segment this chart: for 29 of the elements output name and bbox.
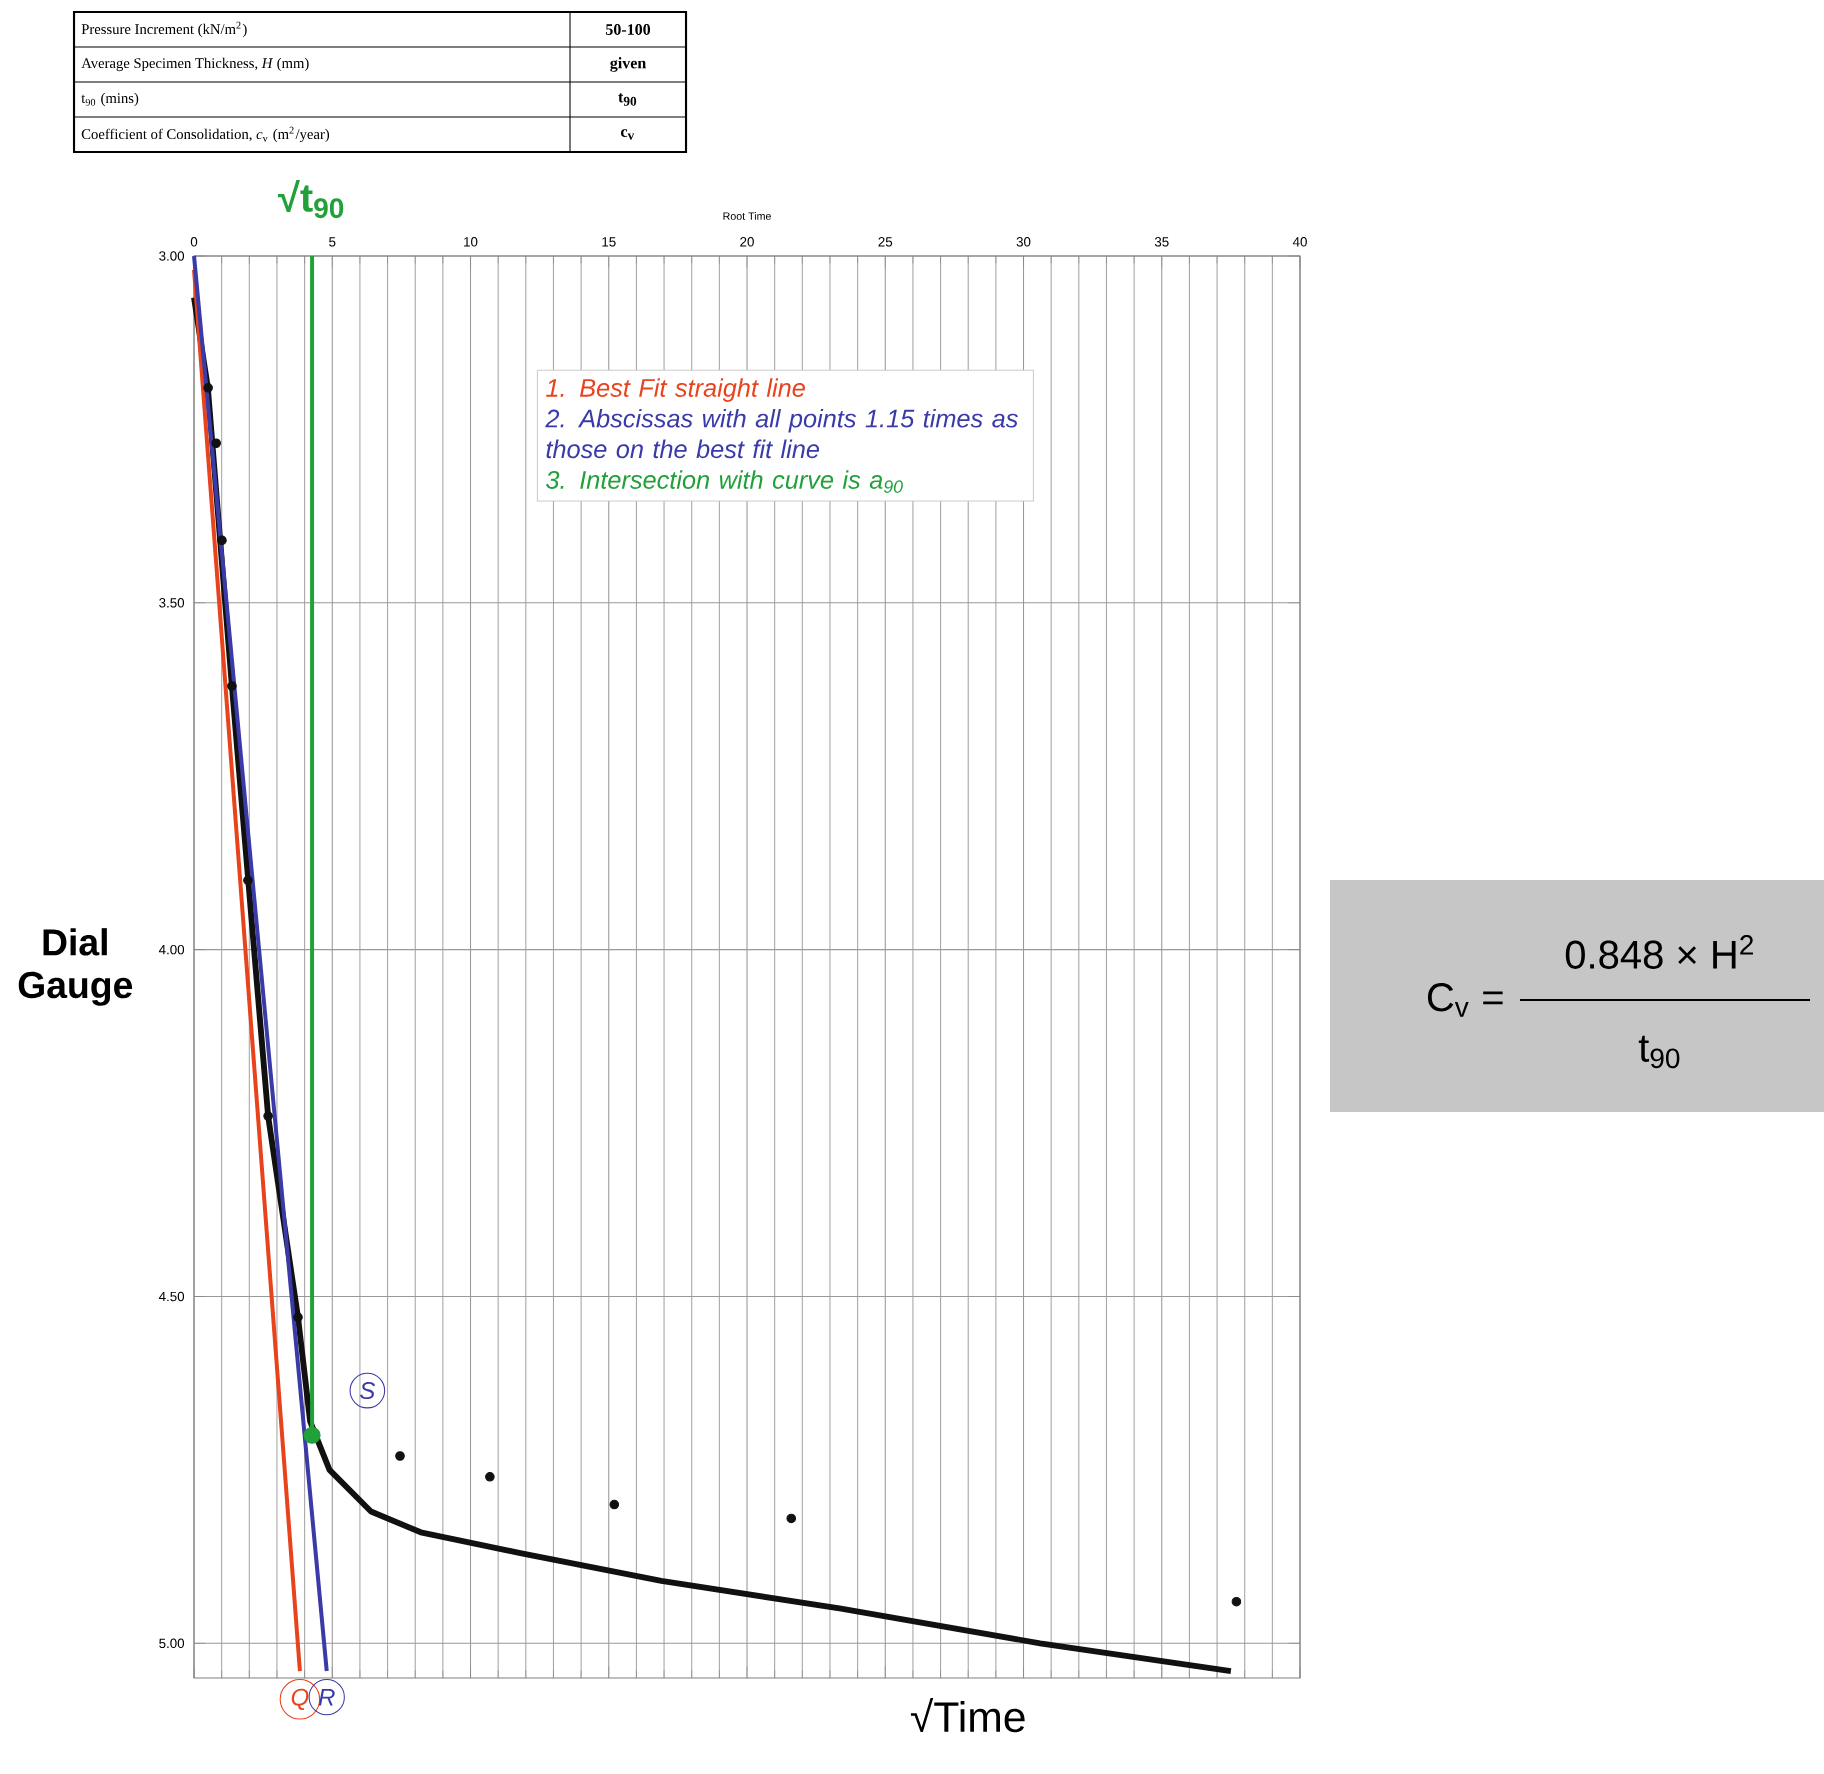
point [263,1111,273,1121]
text: 0.848 × H$^{2}$ [1565,935,1753,969]
text: given [610,57,646,72]
annotation: R [318,1688,335,1706]
text: c$_{v}$ [621,129,635,140]
point [217,535,227,546]
annotation: S [360,1382,376,1400]
text: t$_{90}$ [618,93,637,106]
point [609,1499,620,1510]
point [227,681,237,691]
text: t$_{90}$ [1638,1035,1680,1069]
annotation: √t$_{90}$ [277,179,344,219]
text: 50-100 [605,24,651,35]
point [303,1426,321,1444]
text: C$_{v}$ = [1427,983,1503,1017]
point [243,875,253,886]
annotation: 2. Abscissas with all points 1.15 times as those on the best fit line [545,408,1018,459]
annotation: 1. Best Fit straight line [546,378,805,402]
annotation: 3. Intersection with curve is a$_{90}$ [545,470,903,493]
point [293,1312,303,1323]
point [786,1513,797,1524]
annotation: Q [291,1688,309,1710]
point [211,438,221,449]
point [203,382,213,393]
point [395,1451,405,1461]
point [485,1472,495,1482]
x-axis-title: √Time [910,1698,1025,1733]
y-axis-title: Dial Gauge [18,928,133,1006]
point [1231,1596,1242,1607]
